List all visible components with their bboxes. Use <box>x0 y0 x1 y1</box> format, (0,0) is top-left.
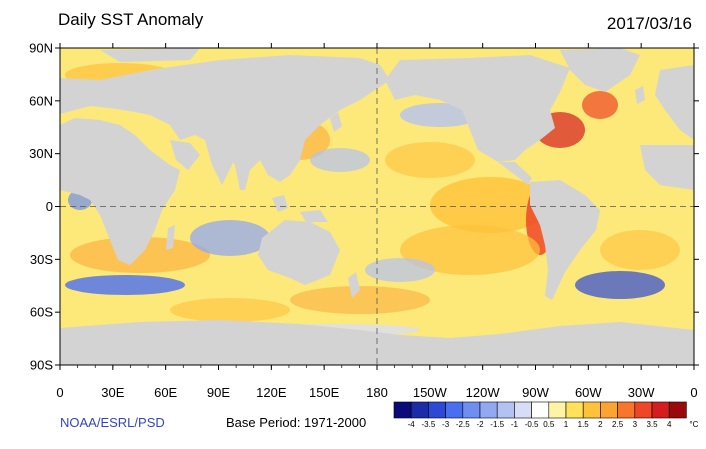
landmass-europe-east <box>655 65 694 140</box>
colorbar-swatch <box>496 401 515 419</box>
lon-label: 30W <box>628 385 655 400</box>
colorbar-label: 3 <box>633 420 638 429</box>
colorbar-swatch <box>651 401 670 419</box>
date-label: 2017/03/16 <box>606 14 692 33</box>
map-title: Daily SST Anomaly <box>58 10 204 29</box>
colorbar-label: 2.5 <box>612 420 624 429</box>
warm-patch <box>290 286 430 314</box>
base-period-label: Base Period: 1971-2000 <box>226 415 367 430</box>
cool-patch <box>190 220 270 256</box>
colorbar-label: 1 <box>564 420 569 429</box>
longitude-labels: 0 30E 60E 90E 120E 150E 180 150W 120W 90W 60W 30W 0 <box>56 385 697 400</box>
landmass-north-america <box>385 55 570 162</box>
warm-patch <box>170 298 290 322</box>
lon-label: 90E <box>207 385 230 400</box>
lon-label: 30E <box>101 385 124 400</box>
reference-lines <box>60 48 694 365</box>
landmass-west-africa <box>640 145 694 190</box>
colorbar-swatch <box>668 401 687 419</box>
colorbar-label: -3 <box>442 420 450 429</box>
lat-label: 90S <box>30 358 53 373</box>
colorbar: -4 -3.5 -3 -2.5 -2 -1.5 -1 -0.5 0.5 1 1.5 2 2.5 3 3.5 4… <box>393 401 699 429</box>
colorbar-swatch <box>445 401 464 419</box>
lon-label: 60W <box>575 385 602 400</box>
colorbar-label: -0.5 <box>525 420 539 429</box>
landmass-india <box>205 140 235 185</box>
lon-label: 60E <box>154 385 177 400</box>
warm-patch <box>430 177 550 233</box>
colorbar-swatch <box>410 401 429 419</box>
lon-label: 90W <box>522 385 549 400</box>
landmass-arabia <box>170 140 200 170</box>
colorbar-swatch <box>600 401 618 419</box>
warm-patch <box>582 91 618 119</box>
landmass-new-zealand <box>348 272 360 298</box>
colorbar-swatch <box>462 401 481 419</box>
colorbar-swatch <box>514 401 532 419</box>
landmass-borneo <box>272 195 288 212</box>
landmass-central-america <box>498 162 532 185</box>
colorbar-swatch <box>617 401 636 419</box>
colorbar-label: 0.5 <box>543 420 555 429</box>
colorbar-label: -1 <box>511 420 519 429</box>
colorbar-label: 1.5 <box>578 420 590 429</box>
lon-label: 120W <box>466 385 501 400</box>
colorbar-swatch <box>393 401 412 419</box>
landmass-greenland <box>560 48 640 92</box>
lon-label: 180 <box>366 385 388 400</box>
lon-label: 120E <box>256 385 287 400</box>
cool-patch <box>310 148 370 172</box>
lat-label: 90N <box>29 41 53 56</box>
cool-patch <box>575 271 665 299</box>
cool-patch <box>65 275 185 295</box>
lat-label: 30N <box>29 146 53 161</box>
landmass-new-guinea <box>300 210 328 222</box>
colorbar-swatch <box>479 401 498 419</box>
credit-label: NOAA/ESRL/PSD <box>60 415 165 430</box>
landmass-madagascar <box>166 225 175 250</box>
land-masses <box>60 48 694 365</box>
warm-patch <box>385 142 475 178</box>
landmass-japan <box>330 112 342 132</box>
landmass-south-america <box>530 180 600 300</box>
lat-label: 60S <box>30 305 53 320</box>
landmass-uk <box>635 86 645 104</box>
lat-label: 0 <box>46 199 53 214</box>
colorbar-label: -4 <box>408 420 416 429</box>
landmass-australia <box>258 220 340 285</box>
warm-patch <box>400 225 540 275</box>
colorbar-label: -2.5 <box>456 420 470 429</box>
lat-label: 30S <box>30 252 53 267</box>
lat-label: 60N <box>29 93 53 108</box>
lon-label: 150W <box>413 385 448 400</box>
landmass-africa <box>60 118 180 265</box>
axis-ticks <box>55 43 699 370</box>
colorbar-label: -3.5 <box>422 420 436 429</box>
colorbar-unit: °C <box>689 420 698 429</box>
colorbar-label: -1.5 <box>490 420 504 429</box>
colorbar-label: 3.5 <box>646 420 658 429</box>
colorbar-swatch <box>634 401 653 419</box>
colorbar-swatch <box>548 401 567 419</box>
colorbar-swatch <box>582 401 601 419</box>
colorbar-label: 4 <box>667 420 672 429</box>
lon-label: 150E <box>309 385 340 400</box>
lon-label: 0 <box>56 385 63 400</box>
colorbar-label: 2 <box>598 420 603 429</box>
colorbar-swatch <box>565 401 584 419</box>
landmass-eurasia <box>60 55 390 190</box>
cool-patch <box>365 258 435 282</box>
landmass-svalbard <box>100 48 200 62</box>
latitude-labels: 90N 60N 30N 0 30S 60S 90S <box>29 41 53 373</box>
lon-label: 0 <box>690 385 697 400</box>
colorbar-label: -2 <box>476 420 484 429</box>
colorbar-swatch <box>531 401 550 419</box>
colorbar-swatch <box>428 401 446 419</box>
warm-patch <box>600 230 680 270</box>
